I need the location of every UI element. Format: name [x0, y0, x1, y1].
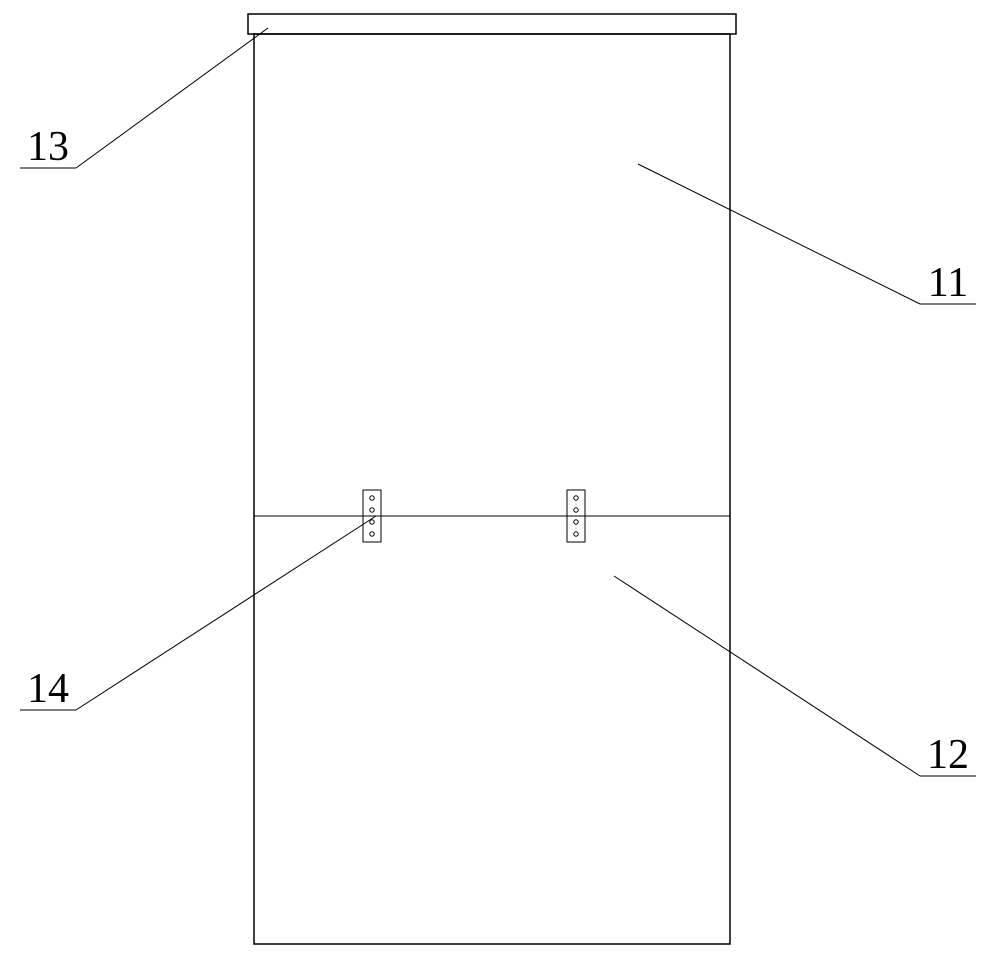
hinge-2 — [567, 490, 585, 542]
label-text: 12 — [927, 732, 969, 778]
label-text: 14 — [27, 666, 69, 712]
hinge-1 — [363, 490, 381, 542]
label-text: 11 — [928, 260, 968, 306]
canvas-background — [0, 0, 1000, 960]
label-text: 13 — [27, 124, 69, 170]
